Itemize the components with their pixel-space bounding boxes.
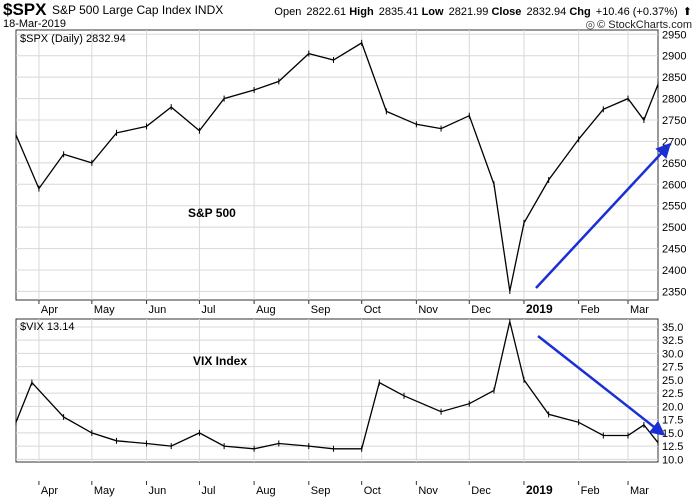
x-axis-top: Apr May Jun Jul Aug Sep Oct Nov Dec 2019 Feb Mar bbox=[38, 300, 649, 316]
vix-y-tick-label: 10.0 bbox=[662, 454, 683, 466]
bottom-month-label: Feb bbox=[581, 485, 600, 497]
vix-y-tick-label: 15.0 bbox=[662, 428, 683, 440]
trend-up-icon: ⬆ bbox=[682, 6, 692, 18]
bottom-month-label: May bbox=[94, 485, 115, 497]
top-month-label: Jul bbox=[201, 304, 215, 316]
bottom-month-label: Jul bbox=[201, 485, 215, 497]
spx-y-tick-label: 2450 bbox=[662, 244, 686, 256]
spx-y-tick-label: 2550 bbox=[662, 201, 686, 213]
vix-y-axis: 10.012.515.017.5 20.022.525.027.5 30.032.5… bbox=[662, 322, 683, 466]
spx-price-line bbox=[15, 41, 659, 292]
vix-y-tick-label: 22.5 bbox=[662, 388, 683, 400]
vix-panel: 10.012.515.017.5 20.022.525.027.5 30.032.5… bbox=[15, 318, 683, 466]
spx-price-series bbox=[15, 39, 659, 294]
spx-y-tick-label: 2400 bbox=[662, 265, 686, 277]
spx-panel: 2350 2400 2450 2500 2550 2600 2650 2700 2750 2800… bbox=[15, 29, 686, 301]
x-axis-bottom: Apr May Jun Jul Aug Sep Oct Nov Dec 2019 Feb Mar bbox=[38, 481, 649, 497]
top-month-label: Sep bbox=[311, 304, 331, 316]
ticker-symbol: $SPX bbox=[3, 0, 47, 19]
spx-annotation: S&P 500 bbox=[188, 206, 236, 220]
low-label: Low bbox=[421, 6, 444, 18]
top-month-label: Apr bbox=[41, 304, 58, 316]
spx-y-tick-label: 2950 bbox=[662, 29, 686, 41]
brand-text: © StockCharts.com bbox=[597, 19, 692, 31]
spx-grid bbox=[16, 30, 658, 300]
vix-y-tick-label: 17.5 bbox=[662, 415, 683, 427]
vix-panel-label: $VIX 13.14 bbox=[20, 321, 74, 333]
vix-price-series bbox=[15, 318, 659, 452]
top-month-label: Aug bbox=[256, 304, 276, 316]
open-label: Open bbox=[274, 6, 302, 18]
top-month-label: Mar bbox=[630, 304, 649, 316]
vix-y-tick-label: 12.5 bbox=[662, 441, 683, 453]
bottom-month-label: Dec bbox=[471, 485, 491, 497]
bottom-month-label: Mar bbox=[630, 485, 649, 497]
spx-panel-label: $SPX (Daily) 2832.94 bbox=[20, 33, 126, 45]
vix-panel-border bbox=[15, 318, 659, 463]
vix-y-tick-label: 30.0 bbox=[662, 348, 683, 360]
spx-y-tick-label: 2900 bbox=[662, 51, 686, 63]
close-value: 2832.94 bbox=[526, 6, 567, 18]
ohlc-summary: Open 2822.61 High 2835.41 Low 2821.99 Cl… bbox=[272, 5, 692, 18]
open-value: 2822.61 bbox=[306, 6, 347, 18]
bottom-month-label: Oct bbox=[364, 485, 381, 497]
spx-y-tick-label: 2350 bbox=[662, 286, 686, 298]
vix-y-tick-label: 25.0 bbox=[662, 375, 683, 387]
spx-y-tick-label: 2600 bbox=[662, 179, 686, 191]
spx-y-tick-label: 2500 bbox=[662, 222, 686, 234]
vix-grid bbox=[16, 319, 658, 462]
chg-value: +10.46 (+0.37%) bbox=[595, 6, 678, 18]
top-month-label: Nov bbox=[418, 304, 438, 316]
top-month-label: Oct bbox=[364, 304, 381, 316]
low-value: 2821.99 bbox=[448, 6, 489, 18]
bottom-month-label: Jun bbox=[149, 485, 167, 497]
spx-y-tick-label: 2650 bbox=[662, 158, 686, 170]
index-name: S&P 500 Large Cap Index INDX bbox=[52, 3, 223, 17]
bottom-month-label: Aug bbox=[256, 485, 276, 497]
top-month-label: Dec bbox=[471, 304, 491, 316]
vix-y-tick-label: 32.5 bbox=[662, 335, 683, 347]
spx-y-tick-label: 2750 bbox=[662, 115, 686, 127]
downtrend-arrow bbox=[537, 335, 666, 436]
stockcharts-brand: ◎ © StockCharts.com bbox=[585, 18, 692, 31]
uptrend-arrow bbox=[535, 142, 672, 289]
top-month-label: May bbox=[94, 304, 115, 316]
top-month-label: Jun bbox=[149, 304, 167, 316]
high-value: 2835.41 bbox=[378, 6, 419, 18]
spx-panel-border bbox=[15, 29, 659, 301]
index-full-name: S&P 500 Large Cap Index bbox=[52, 3, 192, 17]
bottom-month-label: Apr bbox=[41, 485, 58, 497]
spx-y-tick-label: 2850 bbox=[662, 72, 686, 84]
top-month-label: 2019 bbox=[526, 302, 553, 316]
quote-date: 18-Mar-2019 bbox=[3, 18, 66, 30]
stockcharts-logo-icon: ◎ bbox=[585, 19, 596, 31]
vix-y-tick-label: 27.5 bbox=[662, 362, 683, 374]
top-month-label: Feb bbox=[581, 304, 600, 316]
vix-annotation: VIX Index bbox=[193, 354, 247, 368]
exchange-label: INDX bbox=[194, 3, 224, 17]
close-label: Close bbox=[491, 6, 522, 18]
vix-y-tick-label: 35.0 bbox=[662, 322, 683, 334]
bottom-month-label: Nov bbox=[418, 485, 438, 497]
vix-y-tick-label: 20.0 bbox=[662, 401, 683, 413]
chg-label: Chg bbox=[569, 6, 591, 18]
bottom-month-label: 2019 bbox=[526, 483, 553, 497]
bottom-month-label: Sep bbox=[311, 485, 331, 497]
high-label: High bbox=[349, 6, 374, 18]
spx-y-tick-label: 2700 bbox=[662, 136, 686, 148]
spx-y-tick-label: 2800 bbox=[662, 94, 686, 106]
spx-y-axis: 2350 2400 2450 2500 2550 2600 2650 2700 2750 2800… bbox=[662, 29, 686, 298]
